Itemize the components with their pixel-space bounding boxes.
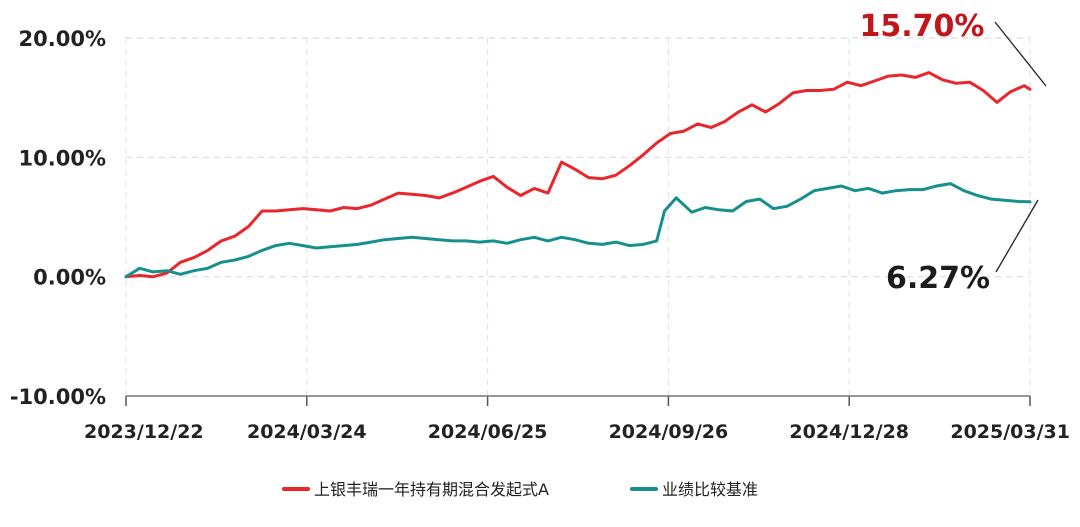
x-tick-label: 2024/09/26 xyxy=(609,421,729,443)
series-line-0 xyxy=(124,71,1032,279)
legend: 上银丰瑞一年持有期混合发起式A 业绩比较基准 xyxy=(282,480,758,499)
end-value-annotations: 15.70% 6.27% xyxy=(860,9,1047,296)
x-tick-label: 2025/03/31 xyxy=(950,421,1070,443)
x-tick-label: 2023/12/22 xyxy=(84,421,204,443)
y-tick-label: 20.00% xyxy=(19,27,106,51)
x-axis: 2023/12/22 2024/03/24 2024/06/25 2024/09/26… xyxy=(84,395,1070,443)
x-tick-label: 2024/06/25 xyxy=(428,421,548,443)
annotation-label: 6.27% xyxy=(886,261,990,296)
series-line-1 xyxy=(124,182,1032,279)
x-tick-label: 2024/03/24 xyxy=(247,421,367,443)
y-axis-ticks: -10.00% 0.00% 10.00% 20.00% xyxy=(10,27,106,409)
legend-label: 业绩比较基准 xyxy=(662,480,758,499)
annotation-leader-line xyxy=(995,199,1039,273)
grid xyxy=(125,37,1031,397)
legend-label: 上银丰瑞一年持有期混合发起式A xyxy=(314,480,549,499)
x-tick-label: 2024/12/28 xyxy=(789,421,909,443)
y-tick-label: 0.00% xyxy=(33,266,106,290)
annotation-leader-line xyxy=(994,21,1047,87)
y-tick-label: 10.00% xyxy=(19,146,106,170)
annotation-label: 15.70% xyxy=(860,9,985,44)
y-tick-label: -10.00% xyxy=(10,385,106,409)
series-lines xyxy=(124,71,1032,279)
